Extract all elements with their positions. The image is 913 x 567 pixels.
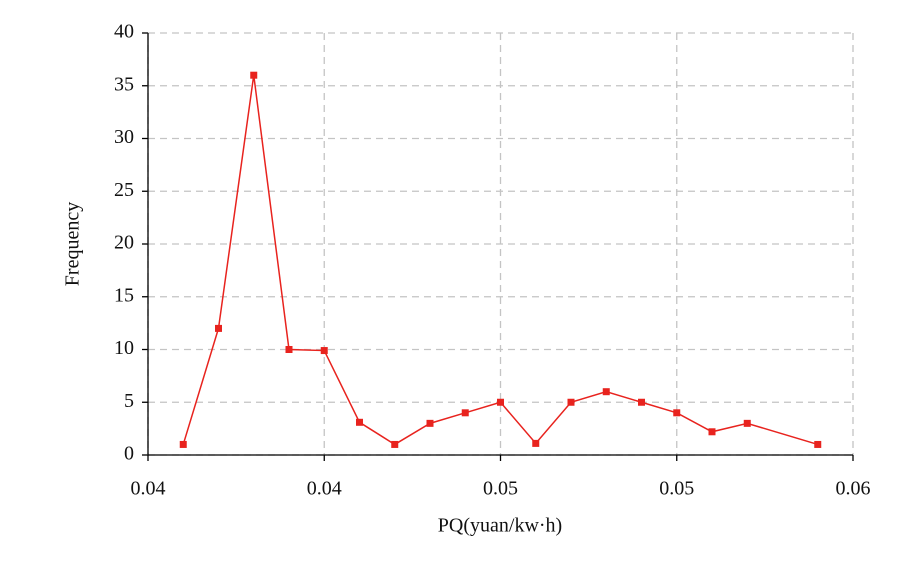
data-point <box>391 440 399 448</box>
x-axis-label: PQ(yuan/kw·h) <box>438 515 562 537</box>
y-tick-label: 15 <box>114 284 134 306</box>
y-tick-label: 5 <box>124 390 134 412</box>
x-tick-label: 0.05 <box>483 478 518 500</box>
y-tick-label: 35 <box>114 73 134 95</box>
x-tick-label: 0.06 <box>836 478 871 500</box>
data-point <box>673 409 681 417</box>
data-point <box>320 347 328 355</box>
data-point <box>356 418 363 426</box>
x-tick-label: 0.05 <box>659 478 694 500</box>
x-tick-label: 0.04 <box>131 478 166 500</box>
data-point <box>532 439 540 447</box>
data-point <box>285 346 293 353</box>
data-point <box>602 388 610 396</box>
y-tick-label: 30 <box>114 126 134 148</box>
data-point <box>215 324 222 332</box>
x-tick-label: 0.04 <box>307 478 342 500</box>
data-point <box>250 71 258 79</box>
y-axis-label: Frequency <box>62 202 84 286</box>
data-point <box>743 419 751 427</box>
y-tick-label: 20 <box>114 232 134 254</box>
data-point <box>461 409 469 417</box>
y-tick-label: 10 <box>114 337 134 359</box>
data-point <box>426 419 434 427</box>
y-tick-label: 0 <box>124 443 134 465</box>
data-line <box>182 75 818 446</box>
data-point <box>497 398 504 406</box>
data-point <box>638 398 645 406</box>
data-point <box>567 398 575 406</box>
data-point <box>708 428 716 436</box>
data-point <box>814 440 822 448</box>
y-tick-label: 40 <box>114 21 134 43</box>
data-point <box>179 440 187 448</box>
y-tick-label: 25 <box>114 179 134 201</box>
